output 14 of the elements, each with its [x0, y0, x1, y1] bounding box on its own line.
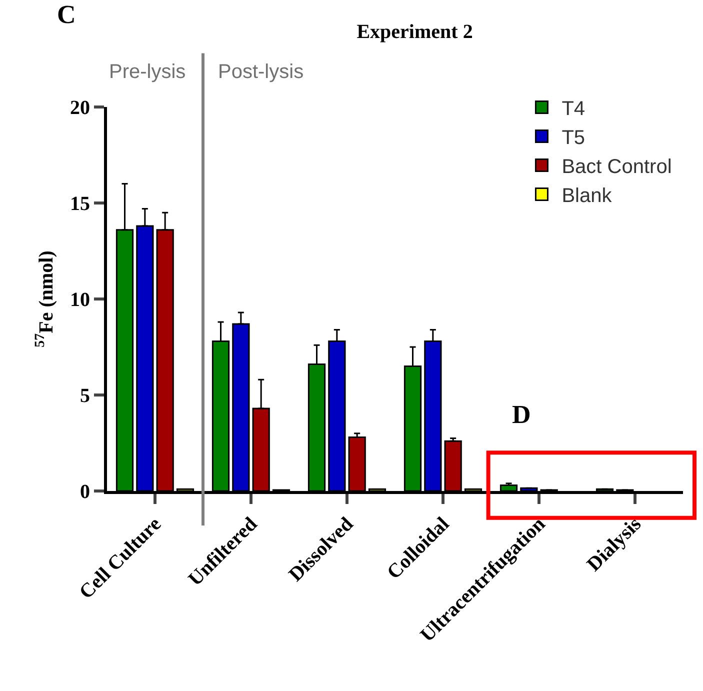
chart-title: Experiment 2	[356, 21, 473, 44]
legend-label: T4	[562, 98, 586, 120]
text: Pre-lysis	[109, 61, 186, 83]
y-tick-label: 5	[80, 385, 90, 407]
y-tick-label: 15	[70, 193, 90, 215]
text: Post-lysis	[218, 61, 304, 83]
text: C	[57, 0, 76, 29]
y-tick-label: 10	[70, 289, 90, 311]
legend-label: Blank	[562, 185, 613, 208]
legend-label: Bact Control	[562, 156, 672, 178]
y-tick-label: 20	[70, 97, 90, 119]
y-tick-label: 0	[80, 481, 90, 503]
legend-label: T5	[562, 127, 586, 150]
annotation: D	[512, 400, 531, 429]
